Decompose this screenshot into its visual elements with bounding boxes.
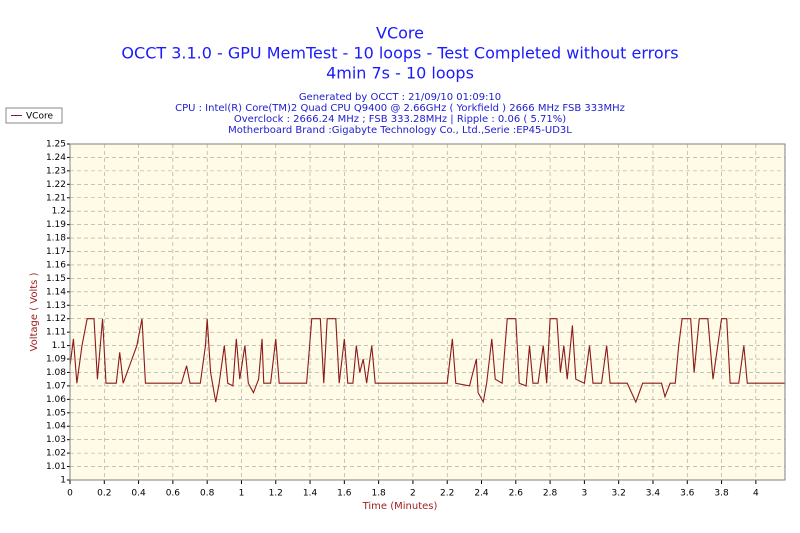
y-tick-label: 1.09 (46, 355, 66, 365)
x-tick-label: 1.8 (371, 489, 386, 499)
y-tick-label: 1.2 (52, 207, 66, 217)
y-tick-label: 1.11 (46, 328, 66, 338)
x-tick-label: 3.4 (646, 489, 661, 499)
data-line (69, 318, 785, 404)
y-tick-label: 1.22 (46, 180, 66, 190)
y-tick-label: 1.17 (46, 247, 66, 257)
y-tick-label: 1.18 (46, 234, 66, 244)
x-tick-label: 2 (410, 489, 416, 499)
info-line: Overclock : 2666.24 MHz ; FSB 333.28MHz … (234, 114, 566, 125)
x-tick-label: 0.4 (131, 489, 146, 499)
y-tick-label: 1.1 (52, 341, 66, 351)
y-tick-label: 1.05 (46, 408, 66, 418)
x-tick-label: 3 (582, 489, 588, 499)
chart-title: VCore (376, 24, 424, 43)
y-tick-label: 1.15 (46, 274, 66, 284)
x-tick-label: 1.6 (337, 489, 352, 499)
y-tick-label: 1.03 (46, 435, 66, 445)
info-line: Generated by OCCT : 21/09/10 01:09:10 (299, 92, 501, 103)
y-tick-label: 1.25 (46, 140, 66, 150)
y-tick-label: 1 (60, 476, 66, 486)
x-tick-label: 1.2 (269, 489, 283, 499)
legend-label: VCore (26, 112, 53, 122)
legend: VCore (5, 107, 63, 124)
y-tick-label: 1.08 (46, 368, 66, 378)
y-tick-label: 1.21 (46, 193, 66, 203)
x-tick-label: 0.6 (166, 489, 181, 499)
x-tick-label: 2.8 (543, 489, 558, 499)
chart-subtitle: 4min 7s - 10 loops (326, 64, 474, 83)
x-tick-label: 1.4 (303, 489, 318, 499)
plot-border (69, 143, 786, 481)
info-line: Motherboard Brand :Gigabyte Technology C… (228, 125, 572, 136)
plot-area (69, 143, 786, 481)
x-tick-label: 1 (239, 489, 245, 499)
x-tick-label: 2.2 (440, 489, 454, 499)
y-tick-label: 1.04 (46, 422, 66, 432)
y-tick-label: 1.23 (46, 166, 66, 176)
x-tick-label: 0 (67, 489, 73, 499)
y-tick-label: 1.06 (46, 395, 66, 405)
x-axis-label: Time (Minutes) (362, 501, 438, 512)
y-tick-label: 1.02 (46, 449, 66, 459)
y-tick-label: 1.07 (46, 381, 66, 391)
x-tick-label: 0.2 (97, 489, 111, 499)
y-tick-label: 1.12 (46, 314, 66, 324)
y-tick-label: 1.13 (46, 301, 66, 311)
x-tick-label: 3.2 (612, 489, 626, 499)
y-axis-label: Voltage ( Volts ) (29, 272, 40, 351)
x-tick-label: 2.4 (474, 489, 489, 499)
y-tick-label: 1.19 (46, 220, 66, 230)
y-tick-label: 1.16 (46, 260, 66, 270)
x-tick-label: 0.8 (200, 489, 215, 499)
x-tick-label: 2.6 (509, 489, 524, 499)
info-line: CPU : Intel(R) Core(TM)2 Quad CPU Q9400 … (175, 103, 625, 114)
y-tick-label: 1.14 (46, 287, 66, 297)
y-tick-label: 1.01 (46, 462, 66, 472)
x-tick-label: 4 (753, 489, 759, 499)
x-tick-label: 3.6 (680, 489, 695, 499)
y-tick-label: 1.24 (46, 153, 66, 163)
chart-subtitle: OCCT 3.1.0 - GPU MemTest - 10 loops - Te… (121, 44, 678, 63)
legend-box (5, 107, 63, 124)
x-tick-label: 3.8 (714, 489, 729, 499)
